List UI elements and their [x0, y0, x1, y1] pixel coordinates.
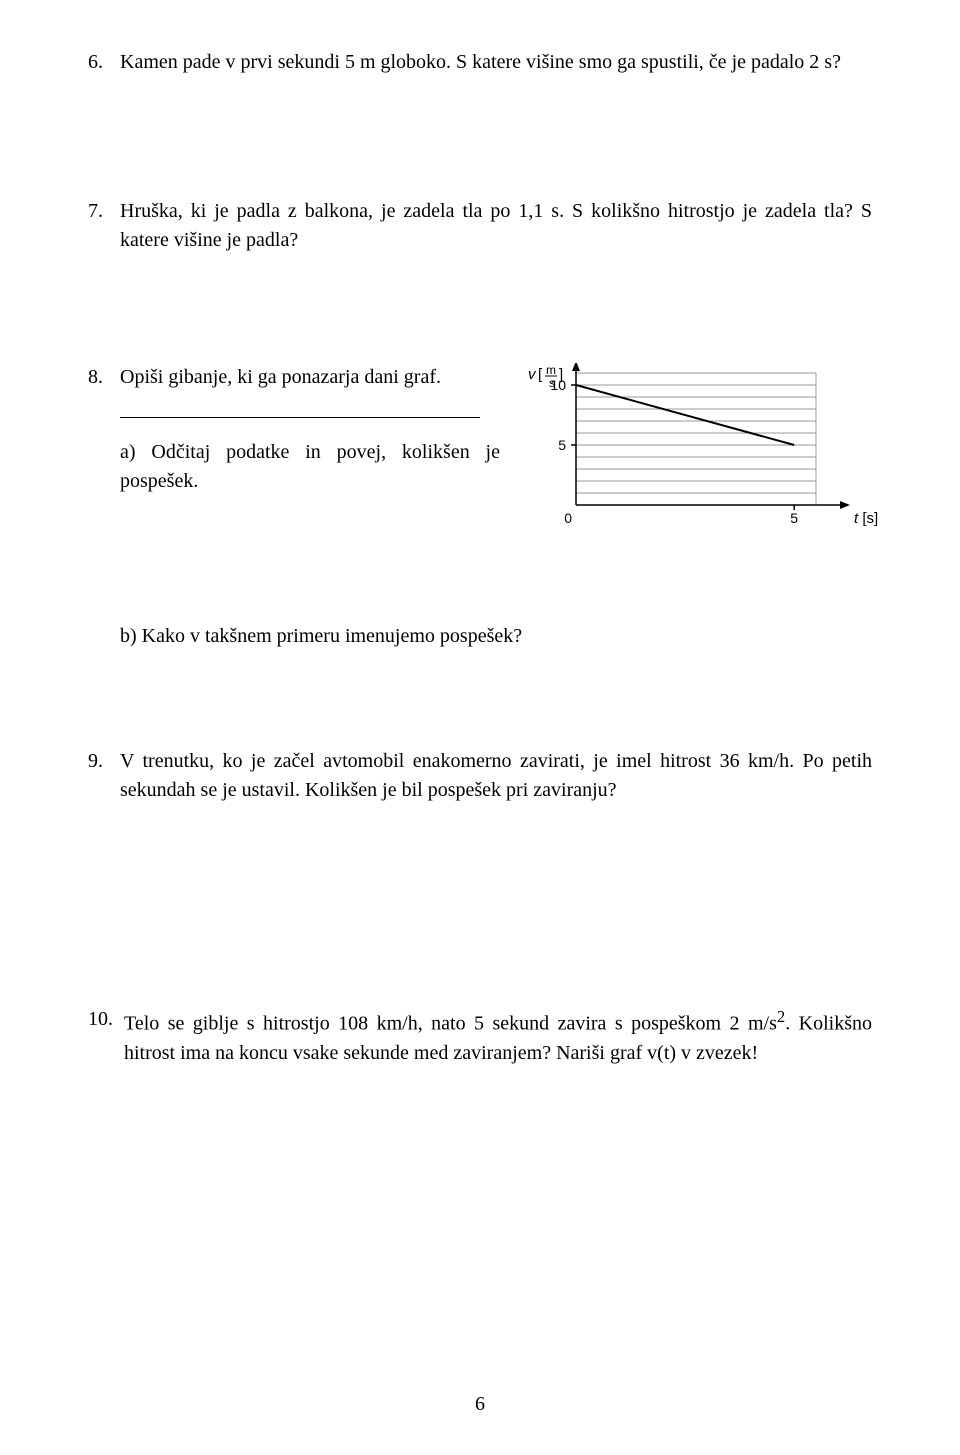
q8-number: 8. [88, 363, 120, 392]
q10-text-a: Telo se giblje s hitrostjo 108 km/h, nat… [124, 1013, 777, 1035]
q6-text: Kamen pade v prvi sekundi 5 m globoko. S… [120, 48, 872, 77]
question-6: 6. Kamen pade v prvi sekundi 5 m globoko… [88, 48, 872, 77]
q8-part-b: b) Kako v takšnem primeru imenujemo posp… [120, 622, 880, 651]
svg-text:0: 0 [564, 510, 572, 526]
svg-text:s: s [549, 376, 555, 390]
q8-part-a: a) Odčitaj podatke in povej, kolikšen je… [120, 438, 500, 496]
svg-text:v: v [528, 366, 537, 383]
svg-text:5: 5 [790, 510, 798, 526]
q7-number: 7. [88, 197, 120, 226]
question-7: 7. Hruška, ki je padla z balkona, je zad… [88, 197, 872, 255]
q9-number: 9. [88, 747, 120, 776]
svg-text:5: 5 [558, 437, 566, 453]
q10-sup: 2 [777, 1007, 785, 1026]
page: 6. Kamen pade v prvi sekundi 5 m globoko… [0, 0, 960, 1455]
q9-text: V trenutku, ko je začel avtomobil enakom… [120, 747, 872, 805]
q10-number: 10. [88, 1005, 124, 1034]
question-10: 10. Telo se giblje s hitrostjo 108 km/h,… [88, 1005, 872, 1068]
svg-text:m: m [546, 363, 556, 377]
q10-text: Telo se giblje s hitrostjo 108 km/h, nat… [124, 1005, 872, 1068]
svg-text:]: ] [559, 366, 563, 383]
q8-text: Opiši gibanje, ki ga ponazarja dani graf… [120, 363, 500, 392]
question-8: 8. Opiši gibanje, ki ga ponazarja dani g… [88, 363, 872, 651]
question-9: 9. V trenutku, ko je začel avtomobil ena… [88, 747, 872, 805]
vt-chart-svg: 10505v[ms]t [s] [520, 363, 880, 543]
page-number: 6 [0, 1390, 960, 1419]
svg-text:[: [ [538, 366, 543, 383]
q8-blank-line [120, 416, 480, 418]
svg-text:t [s]: t [s] [854, 510, 878, 527]
q6-number: 6. [88, 48, 120, 77]
q7-text: Hruška, ki je padla z balkona, je zadela… [120, 197, 872, 255]
vt-chart: 10505v[ms]t [s] [520, 363, 880, 552]
